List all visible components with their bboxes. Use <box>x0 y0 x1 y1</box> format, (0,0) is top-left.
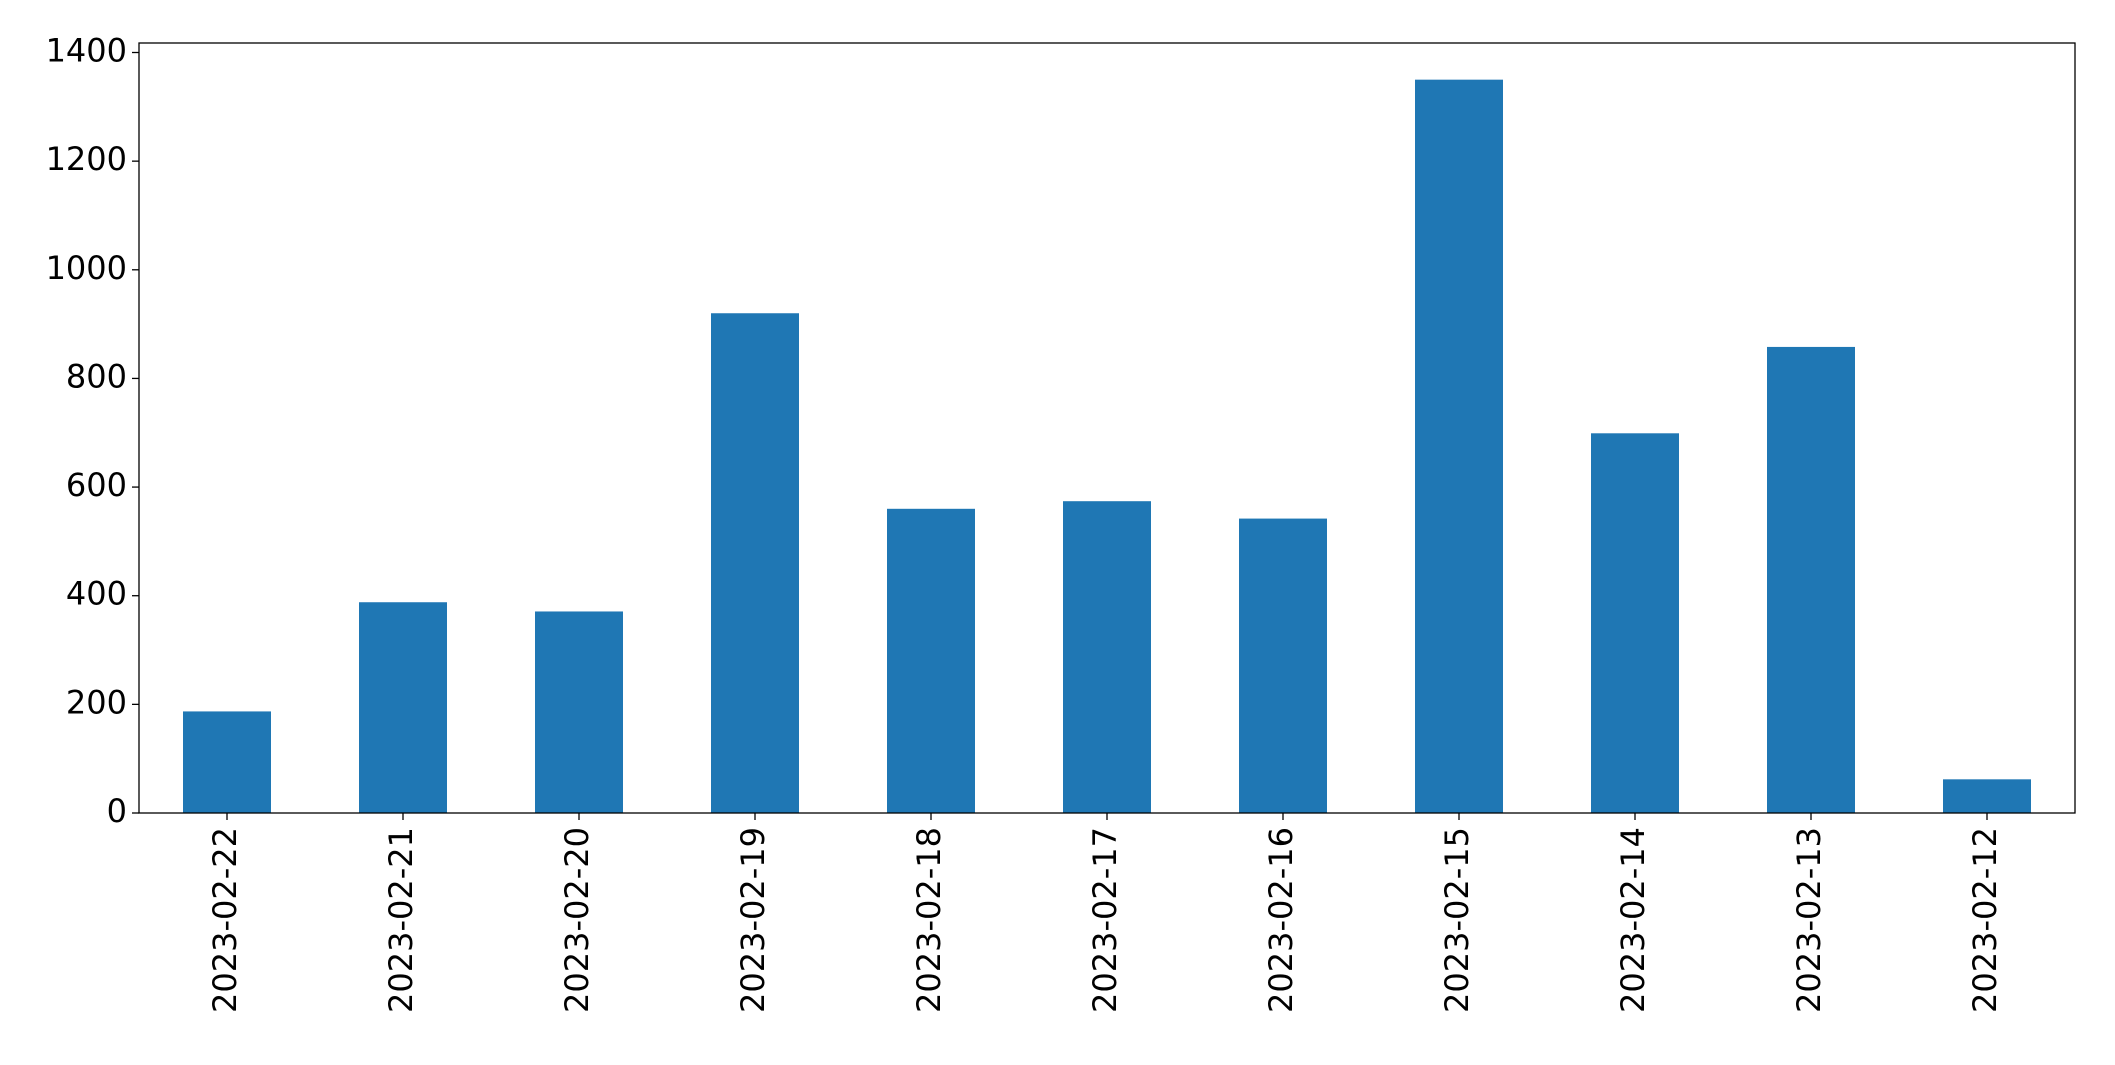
x-tick-label: 2023-02-20 <box>558 827 596 1013</box>
x-tick-label: 2023-02-18 <box>910 827 948 1013</box>
y-tick-label: 0 <box>107 792 127 830</box>
x-tick-label: 2023-02-22 <box>206 827 244 1013</box>
bar <box>1943 779 2031 813</box>
y-tick-label: 1400 <box>46 32 127 70</box>
bar <box>1415 79 1503 813</box>
y-tick-label: 200 <box>66 683 127 721</box>
x-tick-label: 2023-02-16 <box>1262 827 1300 1013</box>
y-tick-label: 600 <box>66 466 127 504</box>
x-tick-label: 2023-02-21 <box>382 827 420 1013</box>
y-tick-label: 1200 <box>46 140 127 178</box>
y-tick-label: 800 <box>66 357 127 395</box>
bar <box>535 611 623 813</box>
x-tick-label: 2023-02-13 <box>1790 827 1828 1013</box>
bar <box>1767 346 1855 813</box>
x-tick-label: 2023-02-15 <box>1438 827 1476 1013</box>
x-tick-label: 2023-02-19 <box>734 827 772 1013</box>
x-tick-label: 2023-02-12 <box>1966 827 2004 1013</box>
bar <box>359 602 447 813</box>
y-tick-label: 400 <box>66 575 127 613</box>
x-tick-label: 2023-02-14 <box>1614 827 1652 1013</box>
bar <box>887 508 975 813</box>
bar <box>1591 433 1679 813</box>
bar <box>711 313 799 813</box>
plot-frame <box>138 42 2076 814</box>
x-tick-label: 2023-02-17 <box>1086 827 1124 1013</box>
bar <box>183 711 271 813</box>
bar <box>1239 518 1327 813</box>
bar <box>1063 501 1151 813</box>
y-tick-label: 1000 <box>46 249 127 287</box>
